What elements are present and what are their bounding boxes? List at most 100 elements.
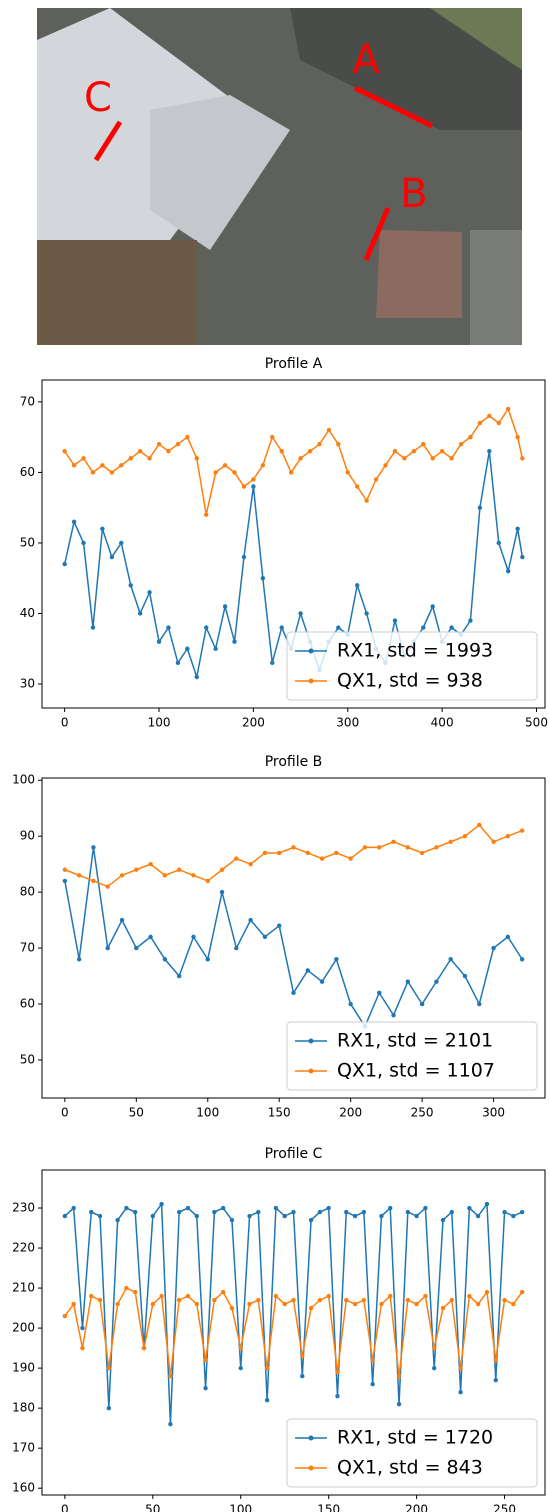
series-line	[64, 823, 523, 888]
data-point	[335, 1369, 340, 1375]
data-point	[405, 1297, 411, 1303]
data-point	[355, 583, 360, 588]
data-point	[308, 1305, 314, 1311]
x-tick-label: 0	[61, 1106, 69, 1120]
x-tick-label: 0	[61, 716, 69, 730]
data-point	[194, 456, 199, 461]
data-point	[511, 1301, 516, 1307]
data-point	[219, 889, 225, 895]
legend-marker	[308, 1068, 314, 1074]
data-point	[262, 850, 268, 856]
data-point	[475, 1301, 481, 1307]
data-point	[291, 1297, 296, 1303]
data-point	[370, 1357, 375, 1363]
data-point	[124, 1205, 129, 1211]
data-point	[241, 484, 247, 489]
y-tick-label: 60	[20, 465, 35, 479]
data-point	[256, 1209, 261, 1215]
legend: RX1, std = 1993 QX1, std = 938	[286, 631, 538, 701]
data-point	[402, 456, 407, 461]
axes-frame	[41, 777, 546, 1099]
data-point	[100, 463, 105, 468]
data-point	[396, 1373, 402, 1379]
data-point	[222, 463, 228, 468]
data-point	[185, 1293, 191, 1299]
x-tick-label: 400	[431, 716, 454, 730]
data-point	[440, 1305, 446, 1311]
legend-marker	[308, 678, 314, 684]
x-tick-label: 500	[525, 716, 548, 730]
data-point	[194, 674, 199, 680]
data-point	[291, 990, 296, 996]
data-point	[76, 873, 82, 878]
profile-label: A	[352, 37, 380, 83]
data-point	[487, 413, 492, 419]
data-point	[449, 625, 454, 630]
data-point	[449, 1297, 454, 1303]
data-point	[505, 568, 511, 574]
data-point	[262, 934, 268, 940]
data-point	[156, 441, 162, 447]
data-point	[423, 1205, 428, 1211]
data-point	[468, 434, 473, 440]
chart-title: Profile C	[265, 1146, 323, 1162]
axes-frame	[41, 379, 546, 709]
data-point	[80, 1345, 85, 1351]
data-point	[203, 1385, 208, 1391]
data-point	[273, 1205, 279, 1211]
series-line	[63, 451, 524, 680]
data-point	[362, 845, 368, 850]
data-point	[419, 850, 425, 856]
data-point	[256, 1297, 261, 1303]
data-point	[251, 477, 256, 482]
data-point	[352, 1301, 358, 1307]
data-point	[260, 463, 266, 468]
data-point	[71, 463, 77, 468]
data-point	[62, 867, 68, 872]
data-point	[168, 1373, 173, 1379]
legend-label: QX1, std = 938	[337, 670, 483, 692]
data-point	[97, 1213, 103, 1219]
data-point	[115, 1217, 120, 1223]
data-point	[128, 583, 133, 588]
data-point	[520, 456, 525, 461]
data-point	[326, 1293, 331, 1299]
data-point	[515, 434, 520, 440]
legend-label: QX1, std = 1107	[337, 1060, 495, 1082]
data-point	[477, 420, 483, 426]
data-point	[430, 456, 435, 461]
y-tick-label: 100	[12, 773, 35, 787]
data-point	[307, 449, 313, 454]
data-point	[232, 639, 237, 644]
data-point	[405, 979, 411, 984]
x-tick-label: 100	[148, 716, 171, 730]
data-point	[484, 1289, 490, 1295]
data-point	[105, 945, 110, 951]
data-point	[505, 934, 511, 940]
y-tick-label: 210	[12, 1281, 35, 1295]
data-point	[168, 1421, 173, 1427]
legend-label: RX1, std = 2101	[337, 1030, 493, 1052]
data-point	[392, 618, 398, 623]
data-point	[124, 1285, 129, 1291]
x-tick-label: 300	[482, 1106, 505, 1120]
data-point	[119, 463, 124, 468]
legend-box	[286, 1418, 538, 1488]
data-point	[291, 845, 296, 850]
profile-label: B	[400, 171, 427, 217]
data-point	[156, 639, 162, 644]
data-point	[326, 1205, 331, 1211]
data-point	[97, 1297, 103, 1303]
data-point	[119, 917, 125, 923]
data-point	[308, 1217, 314, 1223]
data-point	[502, 1297, 507, 1303]
data-point	[109, 470, 115, 475]
data-point	[502, 1209, 507, 1215]
data-point	[134, 867, 139, 872]
data-point	[213, 470, 218, 475]
data-point	[204, 625, 209, 630]
data-point	[119, 873, 125, 878]
data-point	[319, 856, 325, 861]
data-point	[414, 1301, 419, 1307]
